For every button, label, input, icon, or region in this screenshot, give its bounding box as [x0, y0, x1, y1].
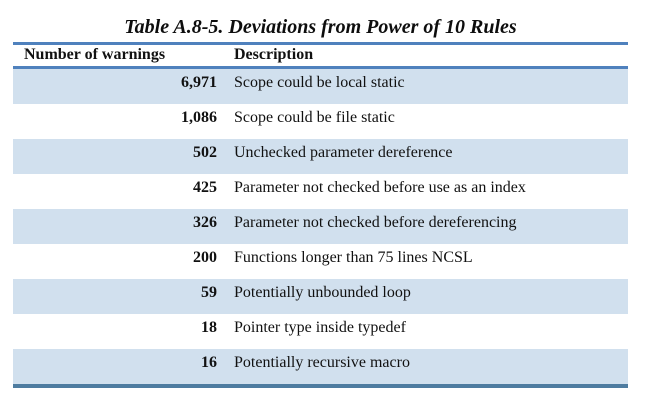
warnings-count-cell: 200 [193, 249, 217, 266]
warnings-count-cell: 326 [193, 214, 217, 231]
warnings-count-cell: 1,086 [181, 109, 217, 126]
deviations-table: Number of warnings Description 6,971 Sco… [13, 42, 628, 388]
table-row: 1,086 Scope could be file static [13, 104, 628, 139]
table-row: 502 Unchecked parameter dereference [13, 139, 628, 174]
warnings-count-cell: 16 [201, 354, 217, 371]
warnings-count-cell: 6,971 [181, 74, 217, 91]
document-page: Table A.8-5. Deviations from Power of 10… [13, 16, 628, 388]
column-header-description: Description [234, 46, 314, 63]
description-cell: Parameter not checked before dereferenci… [234, 214, 517, 231]
table-header-row: Number of warnings Description [13, 45, 628, 69]
table-title: Table A.8-5. Deviations from Power of 10… [124, 16, 517, 38]
warnings-count-cell: 18 [201, 319, 217, 336]
description-cell: Potentially unbounded loop [234, 284, 411, 301]
table-row: 59 Potentially unbounded loop [13, 279, 628, 314]
table-row: 18 Pointer type inside typedef [13, 314, 628, 349]
table-row: 425 Parameter not checked before use as … [13, 174, 628, 209]
description-cell: Potentially recursive macro [234, 354, 410, 371]
table-row: 6,971 Scope could be local static [13, 69, 628, 104]
description-cell: Functions longer than 75 lines NCSL [234, 249, 473, 266]
warnings-count-cell: 59 [201, 284, 217, 301]
description-cell: Scope could be local static [234, 74, 405, 91]
warnings-count-cell: 425 [193, 179, 217, 196]
warnings-count-cell: 502 [193, 144, 217, 161]
table-row: 326 Parameter not checked before derefer… [13, 209, 628, 244]
description-cell: Pointer type inside typedef [234, 319, 406, 336]
description-cell: Parameter not checked before use as an i… [234, 179, 526, 196]
description-cell: Scope could be file static [234, 109, 395, 126]
table-row: 16 Potentially recursive macro [13, 349, 628, 384]
description-cell: Unchecked parameter dereference [234, 144, 453, 161]
column-header-warnings: Number of warnings [24, 46, 166, 63]
table-row: 200 Functions longer than 75 lines NCSL [13, 244, 628, 279]
table-body: 6,971 Scope could be local static 1,086 … [13, 69, 628, 388]
